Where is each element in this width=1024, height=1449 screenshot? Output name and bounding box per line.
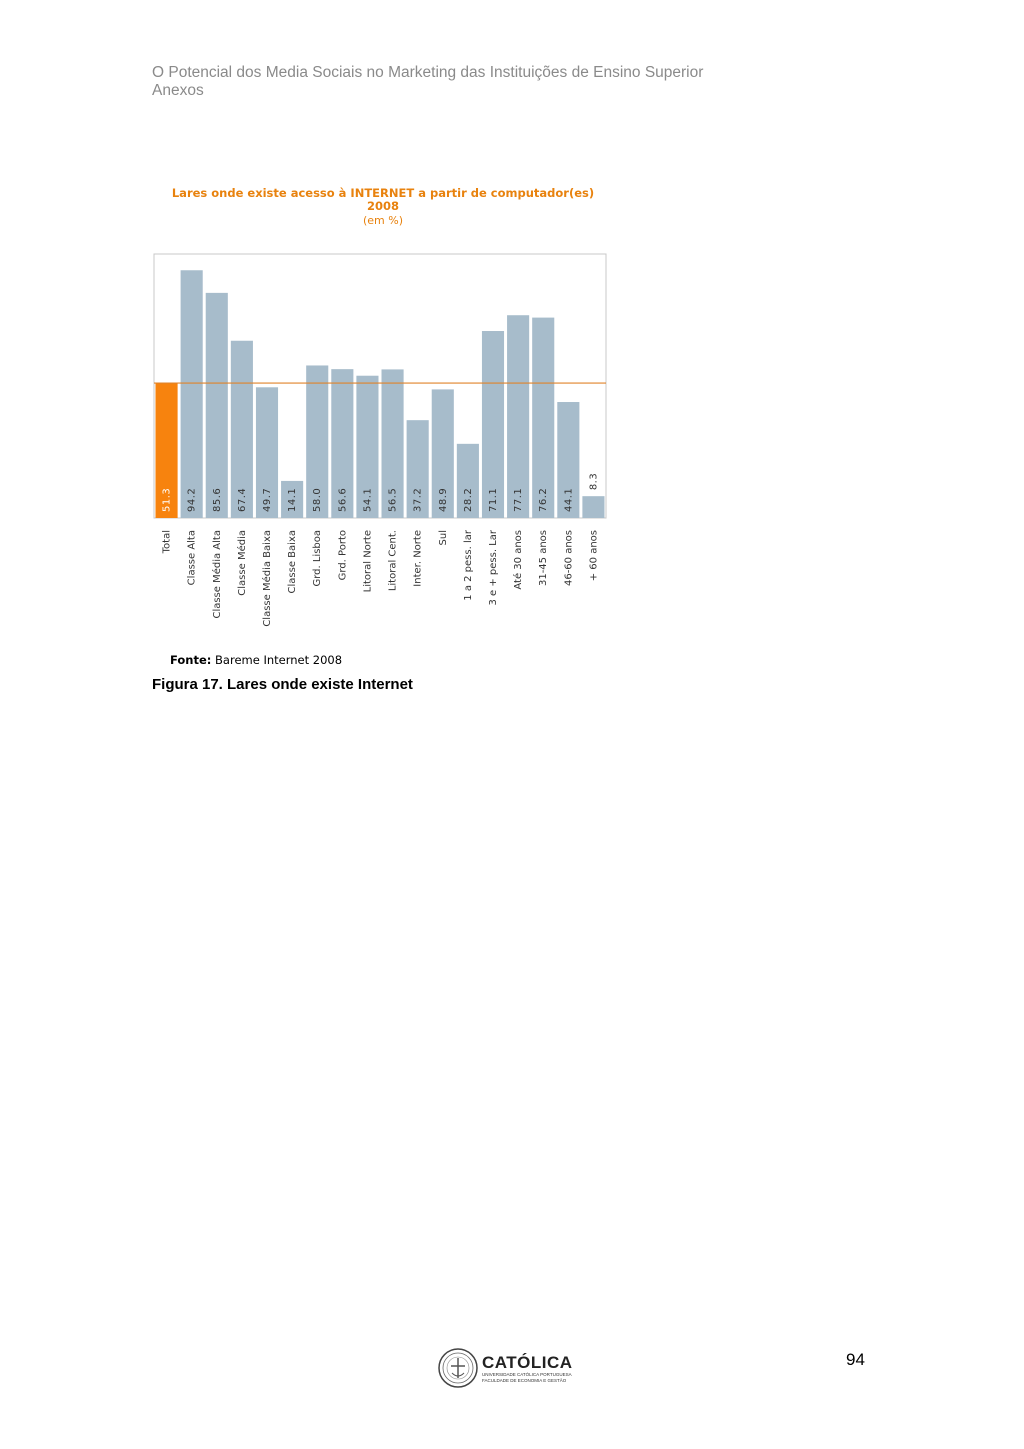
page-number: 94 bbox=[846, 1350, 865, 1369]
bar-12 bbox=[431, 389, 454, 518]
category-label-7: Grd. Lisboa bbox=[312, 530, 323, 587]
value-label-12: 48.9 bbox=[438, 488, 449, 512]
bar-chart: 51.3 Total 94.2 Classe Alta 85.6 Classe Média… bbox=[153, 253, 607, 627]
chart-title-line1: Lares onde existe acesso à INTERNET a pa… bbox=[171, 186, 595, 200]
value-label-9: 54.1 bbox=[362, 488, 373, 512]
category-label-17: 46-60 anos bbox=[563, 530, 574, 586]
value-label-4: 67.4 bbox=[237, 488, 248, 512]
chart-subtitle: (em %) bbox=[362, 214, 403, 227]
bar-6 bbox=[281, 480, 304, 518]
value-label-17: 44.1 bbox=[563, 488, 574, 512]
bar-9 bbox=[356, 375, 379, 518]
value-label-2: 94.2 bbox=[187, 488, 198, 512]
logo-subtitle-faculty: FACULDADE DE ECONOMIA E GESTÃO bbox=[482, 1378, 567, 1383]
bar-15 bbox=[507, 315, 530, 518]
bar-16 bbox=[532, 317, 555, 518]
value-label-11: 37.2 bbox=[413, 488, 424, 512]
category-label-8: Grd. Porto bbox=[337, 530, 348, 580]
value-label-3: 85.6 bbox=[212, 488, 223, 512]
bar-1 bbox=[155, 383, 178, 518]
category-label-14: 3 e + pess. Lar bbox=[488, 529, 499, 605]
value-label-6: 14.1 bbox=[287, 488, 298, 512]
value-label-15: 77.1 bbox=[513, 488, 524, 512]
category-label-3: Classe Média Alta bbox=[211, 530, 223, 619]
category-label-5: Classe Média Baixa bbox=[261, 530, 273, 627]
category-label-15: Até 30 anos bbox=[512, 530, 524, 590]
header-section: Anexos bbox=[152, 82, 204, 99]
bar-13 bbox=[456, 443, 479, 518]
category-label-4: Classe Média bbox=[236, 530, 248, 596]
bar-3 bbox=[205, 292, 228, 518]
value-label-14: 71.1 bbox=[488, 488, 499, 512]
bar-17 bbox=[557, 402, 580, 518]
chart-source: Fonte: Bareme Internet 2008 bbox=[170, 653, 342, 667]
bar-18 bbox=[582, 496, 605, 518]
running-header: O Potencial dos Media Sociais no Marketi… bbox=[152, 64, 703, 100]
value-label-18: 8.3 bbox=[588, 473, 599, 490]
source-label: Fonte: bbox=[170, 653, 212, 667]
bar-7 bbox=[306, 365, 329, 518]
category-label-13: 1 a 2 pess. lar bbox=[463, 529, 474, 601]
category-label-6: Classe Baixa bbox=[287, 530, 298, 593]
category-label-2: Classe Alta bbox=[187, 530, 198, 585]
category-label-11: Inter. Norte bbox=[413, 530, 424, 587]
logo-wordmark: CATÓLICA bbox=[482, 1353, 573, 1372]
value-label-16: 76.2 bbox=[538, 488, 549, 512]
bar-5 bbox=[255, 387, 279, 518]
category-label-12: Sul bbox=[438, 530, 449, 545]
bar-8 bbox=[331, 369, 354, 518]
figure-caption: Figura 17. Lares onde existe Internet bbox=[152, 676, 413, 693]
value-label-13: 28.2 bbox=[463, 488, 474, 512]
chart-title-line2: 2008 bbox=[366, 199, 399, 213]
value-label-8: 56.6 bbox=[337, 488, 348, 512]
value-label-10: 56.5 bbox=[388, 488, 399, 512]
plot-frame bbox=[153, 253, 607, 519]
value-label-1: 51.3 bbox=[162, 488, 173, 512]
bar-14 bbox=[481, 331, 505, 518]
bar-2 bbox=[180, 270, 203, 518]
logo-subtitle-university: UNIVERSIDADE CATÓLICA PORTUGUESA bbox=[482, 1372, 572, 1377]
category-label-10: Litoral Cent. bbox=[388, 530, 399, 591]
bar-11 bbox=[406, 420, 429, 518]
category-label-18: + 60 anos bbox=[588, 530, 599, 581]
value-label-7: 58.0 bbox=[312, 488, 323, 512]
header-title: O Potencial dos Media Sociais no Marketi… bbox=[152, 64, 704, 81]
category-label-16: 31-45 anos bbox=[538, 530, 549, 586]
bar-10 bbox=[381, 369, 404, 518]
category-label-9: Litoral Norte bbox=[362, 530, 373, 592]
bar-4 bbox=[230, 340, 253, 518]
value-label-5: 49.7 bbox=[262, 488, 273, 512]
category-label-1: Total bbox=[162, 530, 173, 554]
catolica-seal-icon bbox=[438, 1348, 478, 1388]
source-text: Bareme Internet 2008 bbox=[215, 653, 343, 667]
chart-title: Lares onde existe acesso à INTERNET a pa… bbox=[150, 187, 616, 213]
